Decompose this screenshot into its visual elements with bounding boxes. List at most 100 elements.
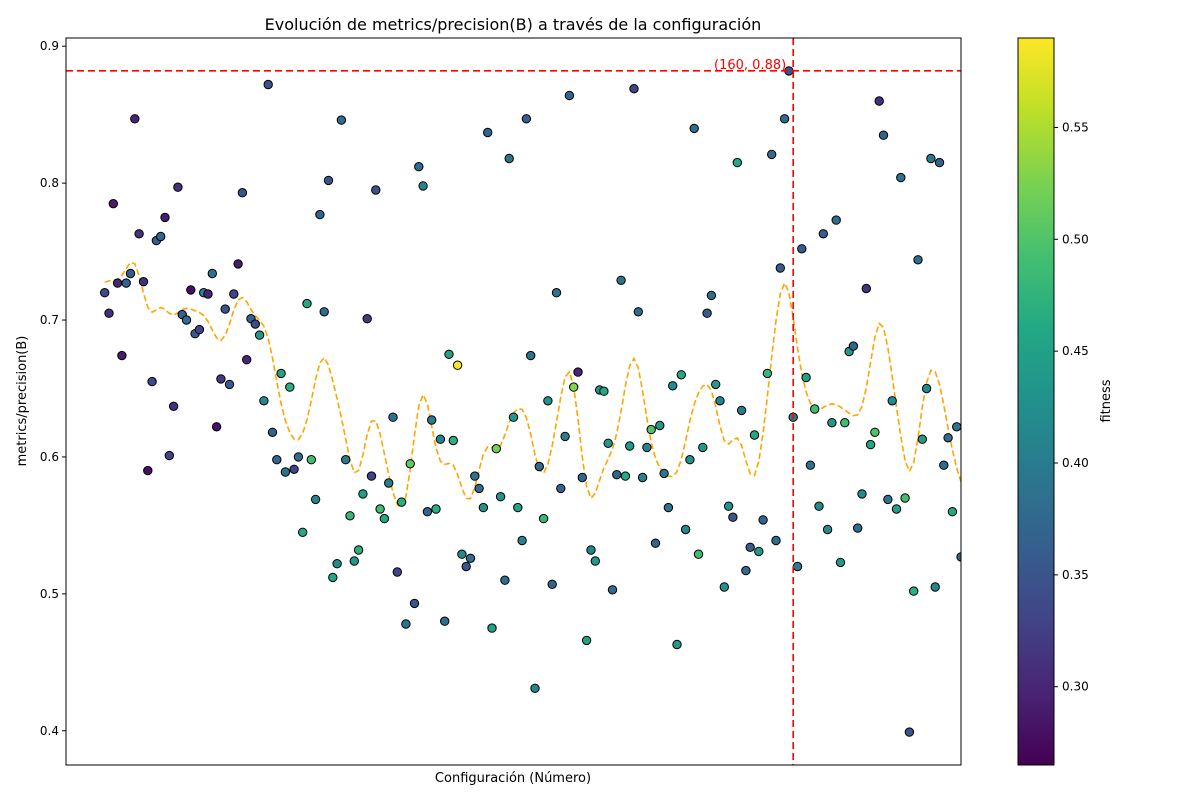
best-point-annotation: (160, 0.88) bbox=[714, 58, 786, 73]
data-point bbox=[745, 542, 755, 552]
data-point bbox=[203, 289, 213, 299]
data-point bbox=[117, 350, 127, 361]
data-point bbox=[569, 382, 579, 392]
data-point bbox=[805, 460, 816, 470]
data-point bbox=[108, 199, 119, 209]
colorbar-tick-label: 0.30 bbox=[1062, 680, 1089, 694]
data-point bbox=[741, 565, 751, 576]
data-point bbox=[943, 433, 953, 443]
data-point bbox=[685, 455, 695, 465]
y-tick-label: 0.6 bbox=[40, 450, 59, 464]
colorbar bbox=[1017, 37, 1055, 766]
data-point bbox=[831, 215, 841, 225]
data-point bbox=[345, 511, 355, 521]
data-point bbox=[461, 561, 471, 572]
data-point bbox=[302, 298, 312, 309]
colorbar-tick-label: 0.35 bbox=[1062, 568, 1089, 582]
data-point bbox=[474, 483, 484, 494]
best-layer: (160, 0.88) bbox=[66, 38, 961, 765]
plot-frame bbox=[65, 37, 962, 766]
colorbar-ticks: 0.30 0.35 0.40 0.45 0.50 0.55 bbox=[1054, 120, 1089, 694]
data-point bbox=[642, 442, 652, 453]
y-tick-label: 0.9 bbox=[40, 39, 59, 53]
points-layer bbox=[100, 66, 961, 737]
data-point bbox=[220, 304, 230, 314]
data-point bbox=[263, 79, 273, 90]
data-point bbox=[930, 582, 940, 592]
data-point bbox=[272, 455, 282, 465]
data-point bbox=[280, 467, 291, 477]
data-point bbox=[164, 450, 175, 461]
data-point bbox=[181, 315, 192, 325]
data-point bbox=[715, 396, 725, 406]
y-tick-label: 0.4 bbox=[40, 724, 59, 738]
data-point bbox=[173, 182, 183, 192]
data-point bbox=[835, 557, 846, 568]
data-point bbox=[259, 396, 269, 406]
data-point bbox=[603, 438, 613, 448]
data-point bbox=[680, 524, 691, 535]
data-point bbox=[792, 561, 803, 572]
data-point bbox=[926, 153, 936, 164]
data-point bbox=[883, 494, 893, 505]
data-point bbox=[711, 379, 721, 390]
data-point bbox=[237, 188, 248, 198]
data-point bbox=[362, 314, 372, 324]
data-point bbox=[358, 489, 368, 499]
data-point bbox=[250, 319, 261, 329]
y-tick-label: 0.8 bbox=[40, 176, 59, 190]
data-point bbox=[401, 619, 411, 629]
data-point bbox=[371, 185, 381, 195]
data-point bbox=[663, 502, 674, 513]
data-point bbox=[207, 268, 218, 279]
data-point bbox=[392, 567, 402, 577]
y-axis-label: metrics/precision(B) bbox=[15, 336, 30, 467]
data-point bbox=[491, 444, 501, 454]
data-point bbox=[500, 575, 510, 585]
data-point bbox=[143, 465, 153, 476]
data-point bbox=[504, 153, 514, 164]
data-point bbox=[526, 350, 536, 361]
data-point bbox=[194, 324, 205, 335]
data-point bbox=[233, 259, 243, 269]
data-point bbox=[121, 278, 131, 288]
data-point bbox=[384, 478, 394, 488]
data-point bbox=[431, 504, 441, 514]
data-point bbox=[156, 231, 166, 242]
data-point bbox=[328, 572, 338, 583]
data-point bbox=[853, 523, 863, 533]
data-point bbox=[487, 623, 497, 633]
data-point bbox=[564, 90, 575, 101]
data-point bbox=[211, 422, 222, 432]
data-point bbox=[293, 452, 304, 462]
data-point bbox=[112, 278, 123, 288]
data-point bbox=[577, 472, 587, 483]
data-point bbox=[483, 127, 493, 138]
data-point bbox=[521, 114, 532, 124]
data-point bbox=[267, 427, 278, 437]
data-point bbox=[349, 556, 359, 566]
data-point bbox=[736, 405, 747, 416]
data-point bbox=[590, 556, 600, 566]
data-point bbox=[586, 545, 596, 555]
data-point bbox=[754, 546, 764, 557]
data-point bbox=[323, 175, 334, 186]
data-point bbox=[818, 229, 828, 239]
data-point bbox=[857, 489, 867, 499]
data-point bbox=[100, 288, 110, 298]
data-point bbox=[827, 418, 837, 428]
data-point bbox=[435, 434, 446, 444]
data-point bbox=[168, 401, 179, 411]
colorbar-tick-label: 0.40 bbox=[1062, 456, 1089, 470]
data-point bbox=[513, 502, 523, 513]
data-point bbox=[147, 376, 157, 387]
data-point bbox=[767, 149, 777, 160]
data-point bbox=[840, 418, 850, 428]
data-point bbox=[375, 504, 385, 514]
data-point bbox=[801, 372, 811, 383]
data-point bbox=[448, 435, 458, 446]
data-point bbox=[878, 130, 889, 140]
data-point bbox=[543, 396, 553, 406]
data-point bbox=[534, 461, 544, 472]
data-point bbox=[676, 370, 686, 380]
